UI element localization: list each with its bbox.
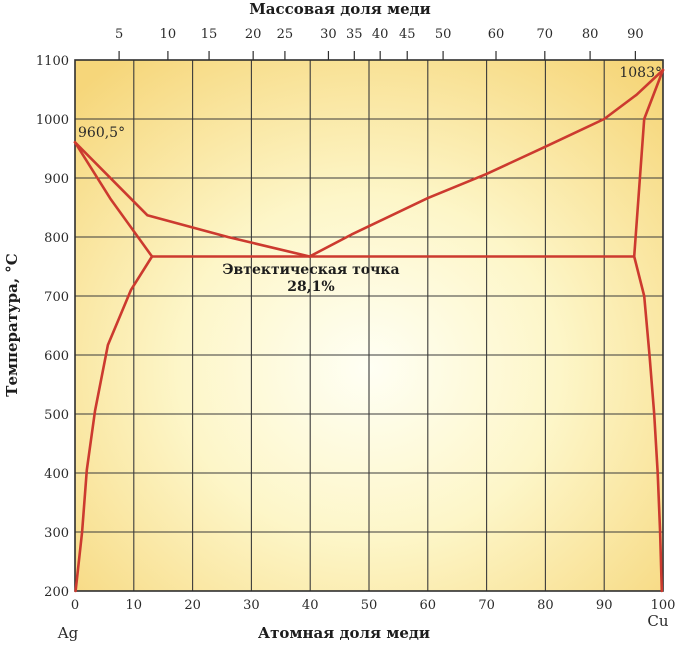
left-axis-ticks: 200 300 400 500 600 700 800 900 1000 1100 [36,54,69,600]
series-line-solidus-cu [632,68,665,258]
top-tick-label: 10 [160,27,177,42]
y-tick-label: 400 [44,467,69,482]
phase-boundary-curves [73,68,665,593]
x-tick-label: 60 [420,598,437,613]
series-line-solidus-ag [73,141,154,258]
top-tick-label: 35 [346,27,363,42]
top-tick-label: 25 [277,27,294,42]
top-tick-label: 30 [320,27,337,42]
x-tick-label: 100 [651,598,676,613]
top-axis-ticks: 5 10 15 20 25 30 35 40 45 50 60 70 80 90 [115,27,644,60]
top-axis-title: Массовая доля меди [249,0,431,18]
y-tick-label: 200 [44,585,69,600]
y-tick-label: 1000 [36,113,69,128]
bottom-axis-ticks: 0 10 20 30 40 50 60 70 80 90 100 [71,598,676,613]
top-tick-label: 90 [627,27,644,42]
y-tick-label: 500 [44,408,69,423]
top-tick-label: 50 [435,27,452,42]
top-tick-label: 5 [115,27,123,42]
top-tick-label: 45 [399,27,416,42]
x-tick-label: 0 [71,598,79,613]
bottom-axis-title: Атомная доля меди [258,624,430,642]
top-tick-label: 20 [245,27,262,42]
plot-frame [74,59,664,592]
x-tick-label: 80 [537,598,554,613]
grid-lines [75,60,663,591]
x-tick-label: 70 [478,598,495,613]
series-line-solvus-cu [632,255,664,593]
y-axis-title: Температура, °C [3,253,21,397]
y-tick-label: 1100 [36,54,69,69]
y-tick-label: 600 [44,349,69,364]
top-tick-label: 80 [582,27,599,42]
annotation-ag-melting-point: 960,5° [78,125,125,141]
x-tick-label: 10 [126,598,143,613]
x-tick-label: 20 [184,598,201,613]
x-tick-label: 40 [302,598,319,613]
top-tick-label: 60 [488,27,505,42]
annotation-eutectic-value: 28,1% [287,279,334,295]
x-tick-label: 50 [361,598,378,613]
top-tick-label: 70 [537,27,554,42]
y-tick-label: 300 [44,526,69,541]
top-tick-label: 40 [372,27,389,42]
y-tick-label: 700 [44,290,69,305]
cu-label: Cu [647,612,668,630]
series-line-solvus-ag [74,255,154,593]
series-line-liquidus-cu [308,68,665,258]
y-tick-label: 800 [44,231,69,246]
annotation-cu-melting-point: 1083° [619,65,662,81]
y-tick-label: 900 [44,172,69,187]
series-line-liquidus-ag [73,141,311,258]
top-tick-label: 15 [201,27,218,42]
x-tick-label: 90 [596,598,613,613]
ag-label: Ag [57,624,79,642]
x-tick-label: 30 [243,598,260,613]
annotation-eutectic-title: Эвтектическая точка [222,262,399,278]
